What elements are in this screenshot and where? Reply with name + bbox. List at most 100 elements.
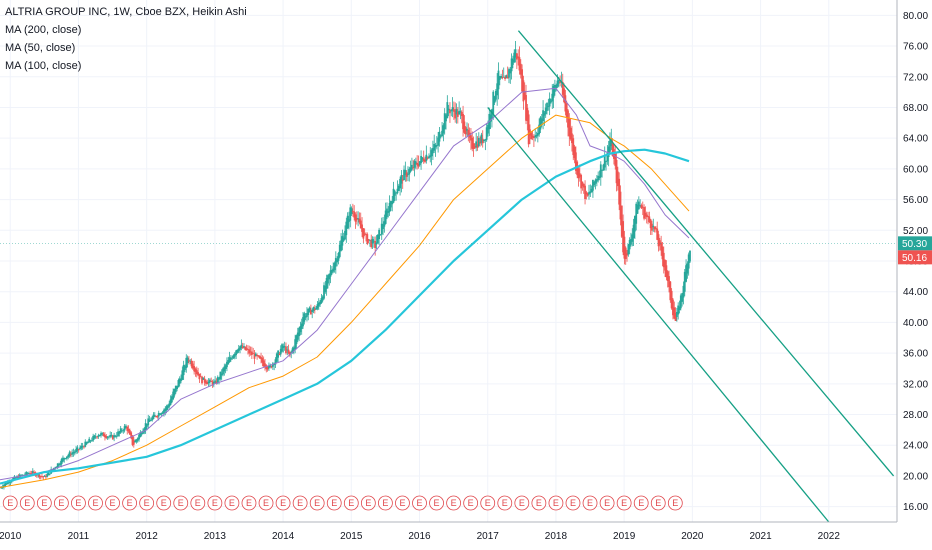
candle	[497, 62, 500, 100]
candle	[264, 359, 266, 371]
legend-ma200[interactable]: MA (200, close)	[5, 24, 82, 36]
candle	[390, 200, 392, 212]
candle	[481, 130, 484, 148]
earnings-marker: E	[531, 495, 547, 511]
candle	[561, 73, 564, 98]
candle	[548, 92, 551, 116]
candle	[320, 293, 323, 305]
candle	[206, 379, 209, 385]
candle	[73, 449, 76, 456]
svg-text:E: E	[434, 498, 440, 508]
candle	[277, 350, 279, 363]
candle	[675, 307, 678, 322]
candle	[298, 326, 300, 342]
candle	[622, 214, 624, 256]
svg-text:E: E	[502, 498, 508, 508]
candle	[214, 376, 217, 384]
svg-text:E: E	[417, 498, 423, 508]
candle	[72, 448, 75, 457]
candle	[472, 136, 475, 157]
price-tick-label: 32.00	[903, 379, 928, 390]
candle	[330, 266, 333, 276]
candle	[379, 234, 382, 236]
candle	[105, 434, 108, 440]
candle	[350, 206, 353, 216]
candle	[635, 201, 638, 231]
candle	[266, 365, 269, 372]
candle	[170, 394, 173, 404]
legend-ma100[interactable]: MA (100, close)	[5, 60, 82, 72]
price-tick-label: 72.00	[903, 72, 928, 83]
candle	[602, 163, 605, 171]
svg-text:E: E	[655, 498, 661, 508]
time-tick-label: 2014	[272, 531, 295, 542]
candle	[513, 49, 516, 64]
candle	[437, 132, 440, 153]
candle	[159, 412, 161, 416]
current-price-tag-bg	[898, 236, 932, 251]
candle	[338, 240, 341, 259]
candle	[135, 439, 138, 444]
candle	[644, 206, 647, 220]
candle	[94, 433, 97, 440]
svg-text:E: E	[75, 498, 81, 508]
candle	[292, 345, 295, 355]
candle	[357, 211, 360, 227]
candle	[404, 161, 407, 182]
candle	[282, 343, 285, 353]
candle	[383, 214, 386, 233]
candle	[243, 343, 245, 349]
candle	[523, 82, 526, 101]
price-tick-label: 24.00	[903, 441, 928, 452]
candle	[114, 434, 117, 438]
candle	[521, 64, 523, 92]
candle	[384, 202, 387, 225]
candle	[501, 69, 504, 80]
candle	[475, 132, 478, 152]
earnings-marker: E	[582, 495, 598, 511]
time-axis-bg	[0, 522, 932, 550]
svg-text:E: E	[110, 498, 116, 508]
candle	[336, 256, 339, 267]
earnings-marker: E	[497, 495, 513, 511]
candle	[592, 179, 594, 198]
svg-text:E: E	[24, 498, 30, 508]
candle	[93, 434, 96, 440]
candle	[447, 104, 450, 117]
candle	[245, 344, 248, 351]
candle	[412, 159, 415, 171]
svg-text:E: E	[314, 498, 320, 508]
candle	[240, 339, 243, 351]
candle	[235, 349, 238, 359]
candle	[262, 356, 265, 368]
candle	[535, 131, 538, 139]
candle	[59, 460, 62, 467]
svg-text:E: E	[161, 498, 167, 508]
time-tick-label: 2015	[340, 531, 363, 542]
candle	[182, 360, 185, 380]
candle	[595, 175, 598, 187]
legend-ma50[interactable]: MA (50, close)	[5, 42, 76, 54]
candle	[462, 105, 464, 137]
candle	[615, 153, 618, 192]
candle	[312, 306, 315, 314]
earnings-marker: E	[378, 495, 393, 511]
candle	[115, 432, 118, 439]
candle	[68, 450, 71, 458]
candle	[473, 143, 476, 149]
candle	[442, 123, 445, 142]
candle	[163, 408, 165, 417]
candle	[274, 357, 277, 369]
candle	[589, 184, 592, 198]
candle	[569, 117, 572, 141]
candle	[307, 308, 310, 321]
candle	[372, 236, 375, 248]
candle	[123, 424, 126, 433]
price-tick-label: 68.00	[903, 103, 928, 114]
candle	[683, 268, 686, 297]
candle	[530, 131, 533, 140]
candle	[361, 217, 363, 238]
candle	[601, 169, 604, 178]
